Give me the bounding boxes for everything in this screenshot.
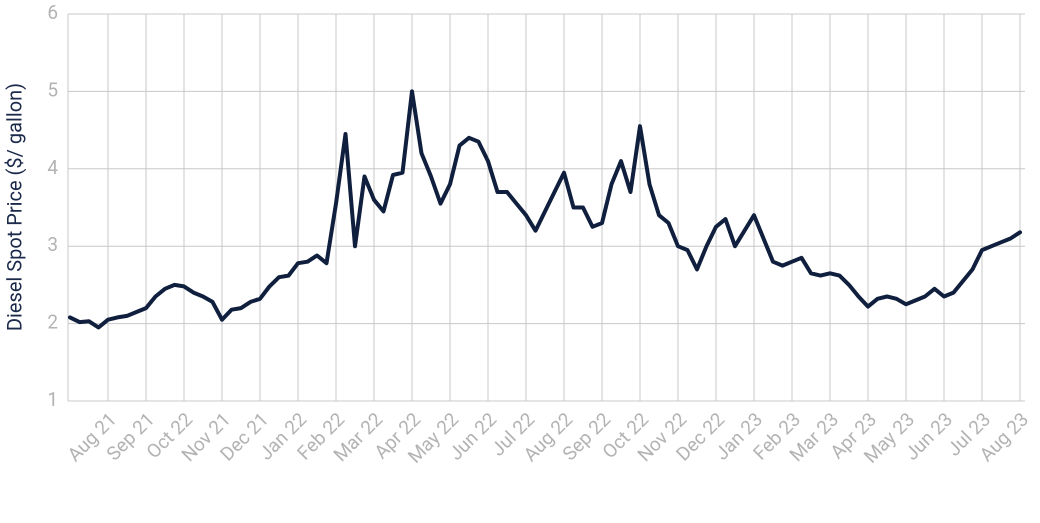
- y-tick-label: 2: [47, 311, 58, 334]
- price-line: [68, 89, 1022, 330]
- y-tick-label: 1: [47, 388, 58, 411]
- y-tick-label: 3: [47, 233, 58, 256]
- y-tick-label: 5: [47, 78, 58, 101]
- y-tick-label: 6: [47, 1, 58, 24]
- y-axis-title: Diesel Spot Price ($/ gallon): [2, 83, 26, 331]
- y-tick-label: 4: [47, 156, 58, 179]
